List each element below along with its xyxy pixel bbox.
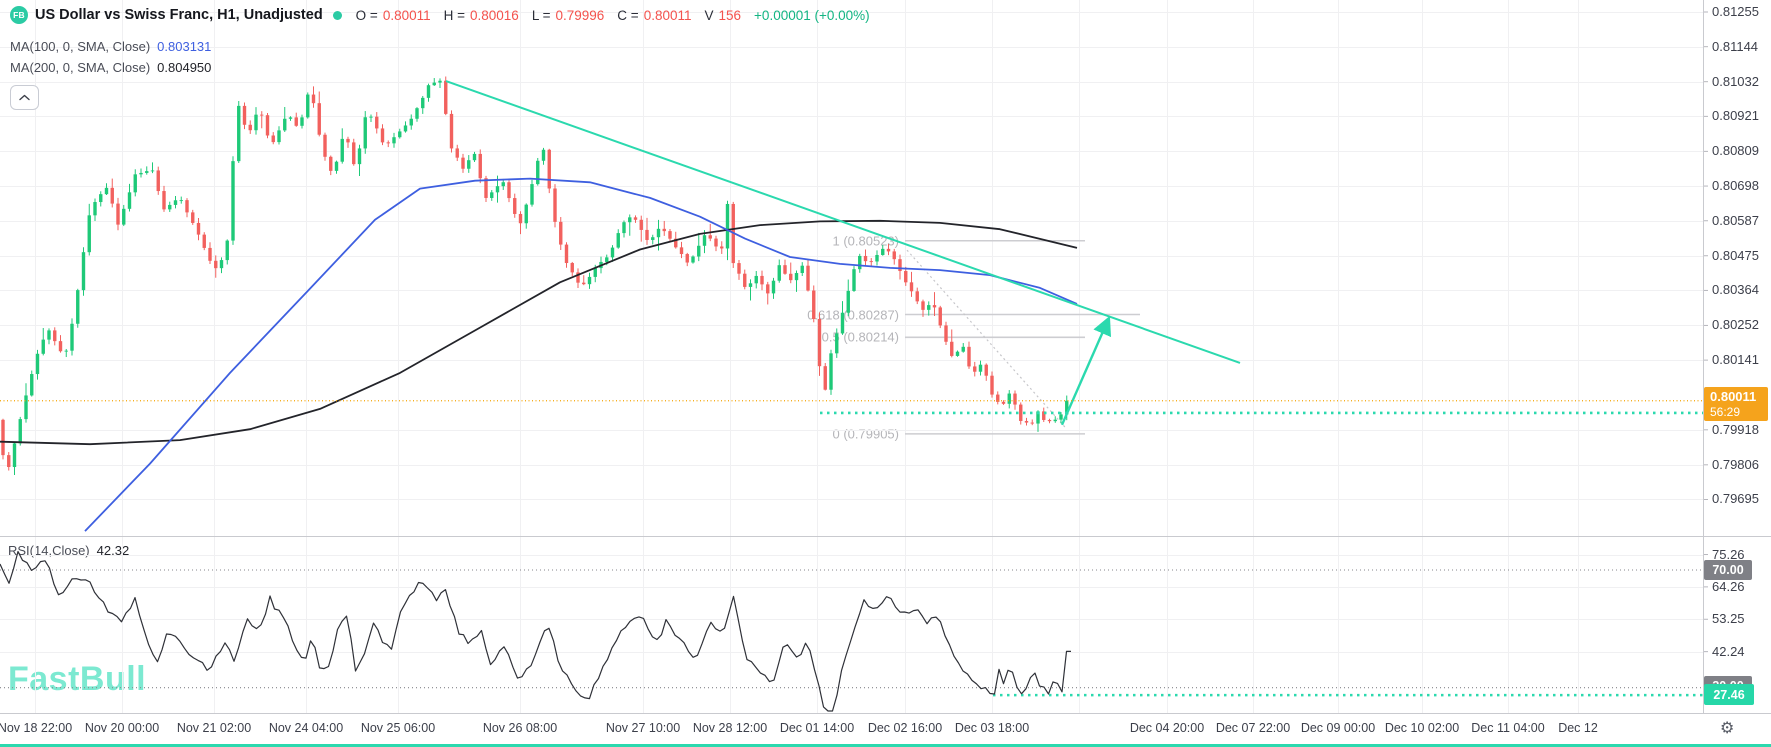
volume-label: V — [704, 7, 714, 23]
time-axis-label[interactable]: Dec 01 14:00 — [779, 721, 855, 735]
price-axis-label[interactable]: 0.81144 — [1712, 39, 1759, 54]
change-value: +0.00001 (+0.00%) — [754, 7, 870, 23]
bar-countdown-timer: 56:29 — [1710, 405, 1741, 419]
price-axis-label[interactable]: 0.80809 — [1712, 143, 1759, 158]
symbol-header: FB US Dollar vs Swiss Franc, H1, Unadjus… — [10, 6, 870, 24]
ma200-line — [0, 219, 1078, 446]
indicator-rsi-row[interactable]: RSI(14,Close) 42.32 — [8, 543, 129, 558]
up-arrow[interactable] — [1060, 315, 1111, 426]
open-label: O = — [355, 7, 378, 23]
rsi-line — [0, 550, 1071, 712]
symbol-title: US Dollar vs Swiss Franc, H1, Unadjusted — [35, 7, 323, 23]
time-axis-label[interactable]: Nov 24 04:00 — [268, 721, 344, 735]
chevron-up-icon — [19, 94, 30, 101]
ma100-label: MA(100, 0, SMA, Close) — [10, 39, 151, 54]
time-axis-label[interactable]: Dec 04 20:00 — [1129, 721, 1205, 735]
time-axis-label[interactable]: Nov 25 06:00 — [360, 721, 436, 735]
time-axis-label[interactable]: Nov 18 22:00 — [0, 721, 73, 735]
market-status-dot-icon — [332, 10, 342, 20]
volume-value: 156 — [718, 7, 742, 23]
time-axis-label[interactable]: Nov 26 08:00 — [482, 721, 558, 735]
indicator-ma200-row[interactable]: MA(200, 0, SMA, Close) 0.804950 — [10, 60, 211, 75]
low-label: L = — [531, 7, 551, 23]
price-axis-label[interactable]: 0.79918 — [1712, 422, 1759, 437]
high-label: H = — [443, 7, 466, 23]
rsi-value: 42.32 — [96, 543, 130, 558]
rsi-axis-label[interactable]: 75.26 — [1712, 547, 1745, 562]
time-axis-label[interactable]: Nov 28 12:00 — [692, 721, 768, 735]
rsi-axis-label[interactable]: 64.26 — [1712, 579, 1745, 594]
price-axis-label[interactable]: 0.79806 — [1712, 457, 1759, 472]
current-price-value: 0.80011 — [1710, 389, 1757, 404]
fib-diagonal-line — [906, 249, 1067, 429]
ma100-line — [84, 177, 1078, 532]
time-axis-label[interactable]: Dec 09 00:00 — [1300, 721, 1376, 735]
time-axis-label[interactable]: Dec 03 18:00 — [954, 721, 1030, 735]
close-label: C = — [617, 7, 639, 23]
price-axis-label[interactable]: 0.81255 — [1712, 4, 1759, 19]
candlestick-series — [1, 76, 1069, 475]
rsi-level-badge: 27.46 — [1704, 684, 1754, 705]
time-axis-label[interactable]: Nov 27 10:00 — [605, 721, 681, 735]
price-axis-label[interactable]: 0.80252 — [1712, 317, 1759, 332]
fastbull-logo-icon: FB — [10, 6, 28, 24]
time-axis-label[interactable]: Dec 07 22:00 — [1215, 721, 1291, 735]
price-axis-label[interactable]: 0.80364 — [1712, 282, 1759, 297]
rsi-axis-label[interactable]: 42.24 — [1712, 644, 1745, 659]
time-axis-label[interactable]: Dec 10 02:00 — [1384, 721, 1460, 735]
low-value: 0.79996 — [555, 7, 605, 23]
rsi-label: RSI(14,Close) — [8, 543, 90, 558]
ohlc-readout: O = 0.80011 H = 0.80016 L = 0.79996 C = 0.80… — [356, 8, 870, 23]
ma100-value: 0.803131 — [157, 39, 212, 54]
open-value: 0.80011 — [382, 7, 431, 23]
fib-level-label[interactable]: 0.618 (0.80287) — [807, 307, 899, 322]
price-axis-label[interactable]: 0.80921 — [1712, 108, 1759, 123]
price-axis-label[interactable]: 0.80698 — [1712, 178, 1759, 193]
collapse-legend-button[interactable] — [10, 85, 39, 110]
time-axis-label[interactable]: Nov 21 02:00 — [176, 721, 252, 735]
price-axis-label[interactable]: 0.80587 — [1712, 213, 1759, 228]
time-axis-label[interactable]: Dec 11 04:00 — [1471, 721, 1545, 735]
settings-gear-icon[interactable]: ⚙ — [1720, 720, 1735, 737]
current-price-badge: 0.80011 56:29 — [1704, 387, 1768, 421]
price-axis-label[interactable]: 0.81032 — [1712, 74, 1759, 89]
ma200-value: 0.804950 — [157, 60, 212, 75]
rsi-axis-label[interactable]: 53.25 — [1712, 611, 1745, 626]
high-value: 0.80016 — [470, 7, 519, 23]
time-axis-label[interactable]: Nov 20 00:00 — [84, 721, 160, 735]
ma200-label: MA(200, 0, SMA, Close) — [10, 60, 151, 75]
price-axis-label[interactable]: 0.80475 — [1712, 248, 1759, 263]
fib-level-label[interactable]: 0.5 (0.80214) — [821, 329, 899, 345]
rsi-upper-band-badge: 70.00 — [1704, 560, 1752, 580]
indicator-ma100-row[interactable]: MA(100, 0, SMA, Close) 0.803131 — [10, 39, 211, 54]
time-axis-label[interactable]: Dec 12 — [1558, 721, 1598, 735]
close-value: 0.80011 — [643, 7, 692, 23]
price-axis-label[interactable]: 0.80141 — [1712, 352, 1759, 367]
price-axis-label[interactable]: 0.79695 — [1712, 491, 1759, 506]
time-axis-label[interactable]: Dec 02 16:00 — [867, 721, 943, 735]
brand-strip — [0, 744, 1771, 747]
